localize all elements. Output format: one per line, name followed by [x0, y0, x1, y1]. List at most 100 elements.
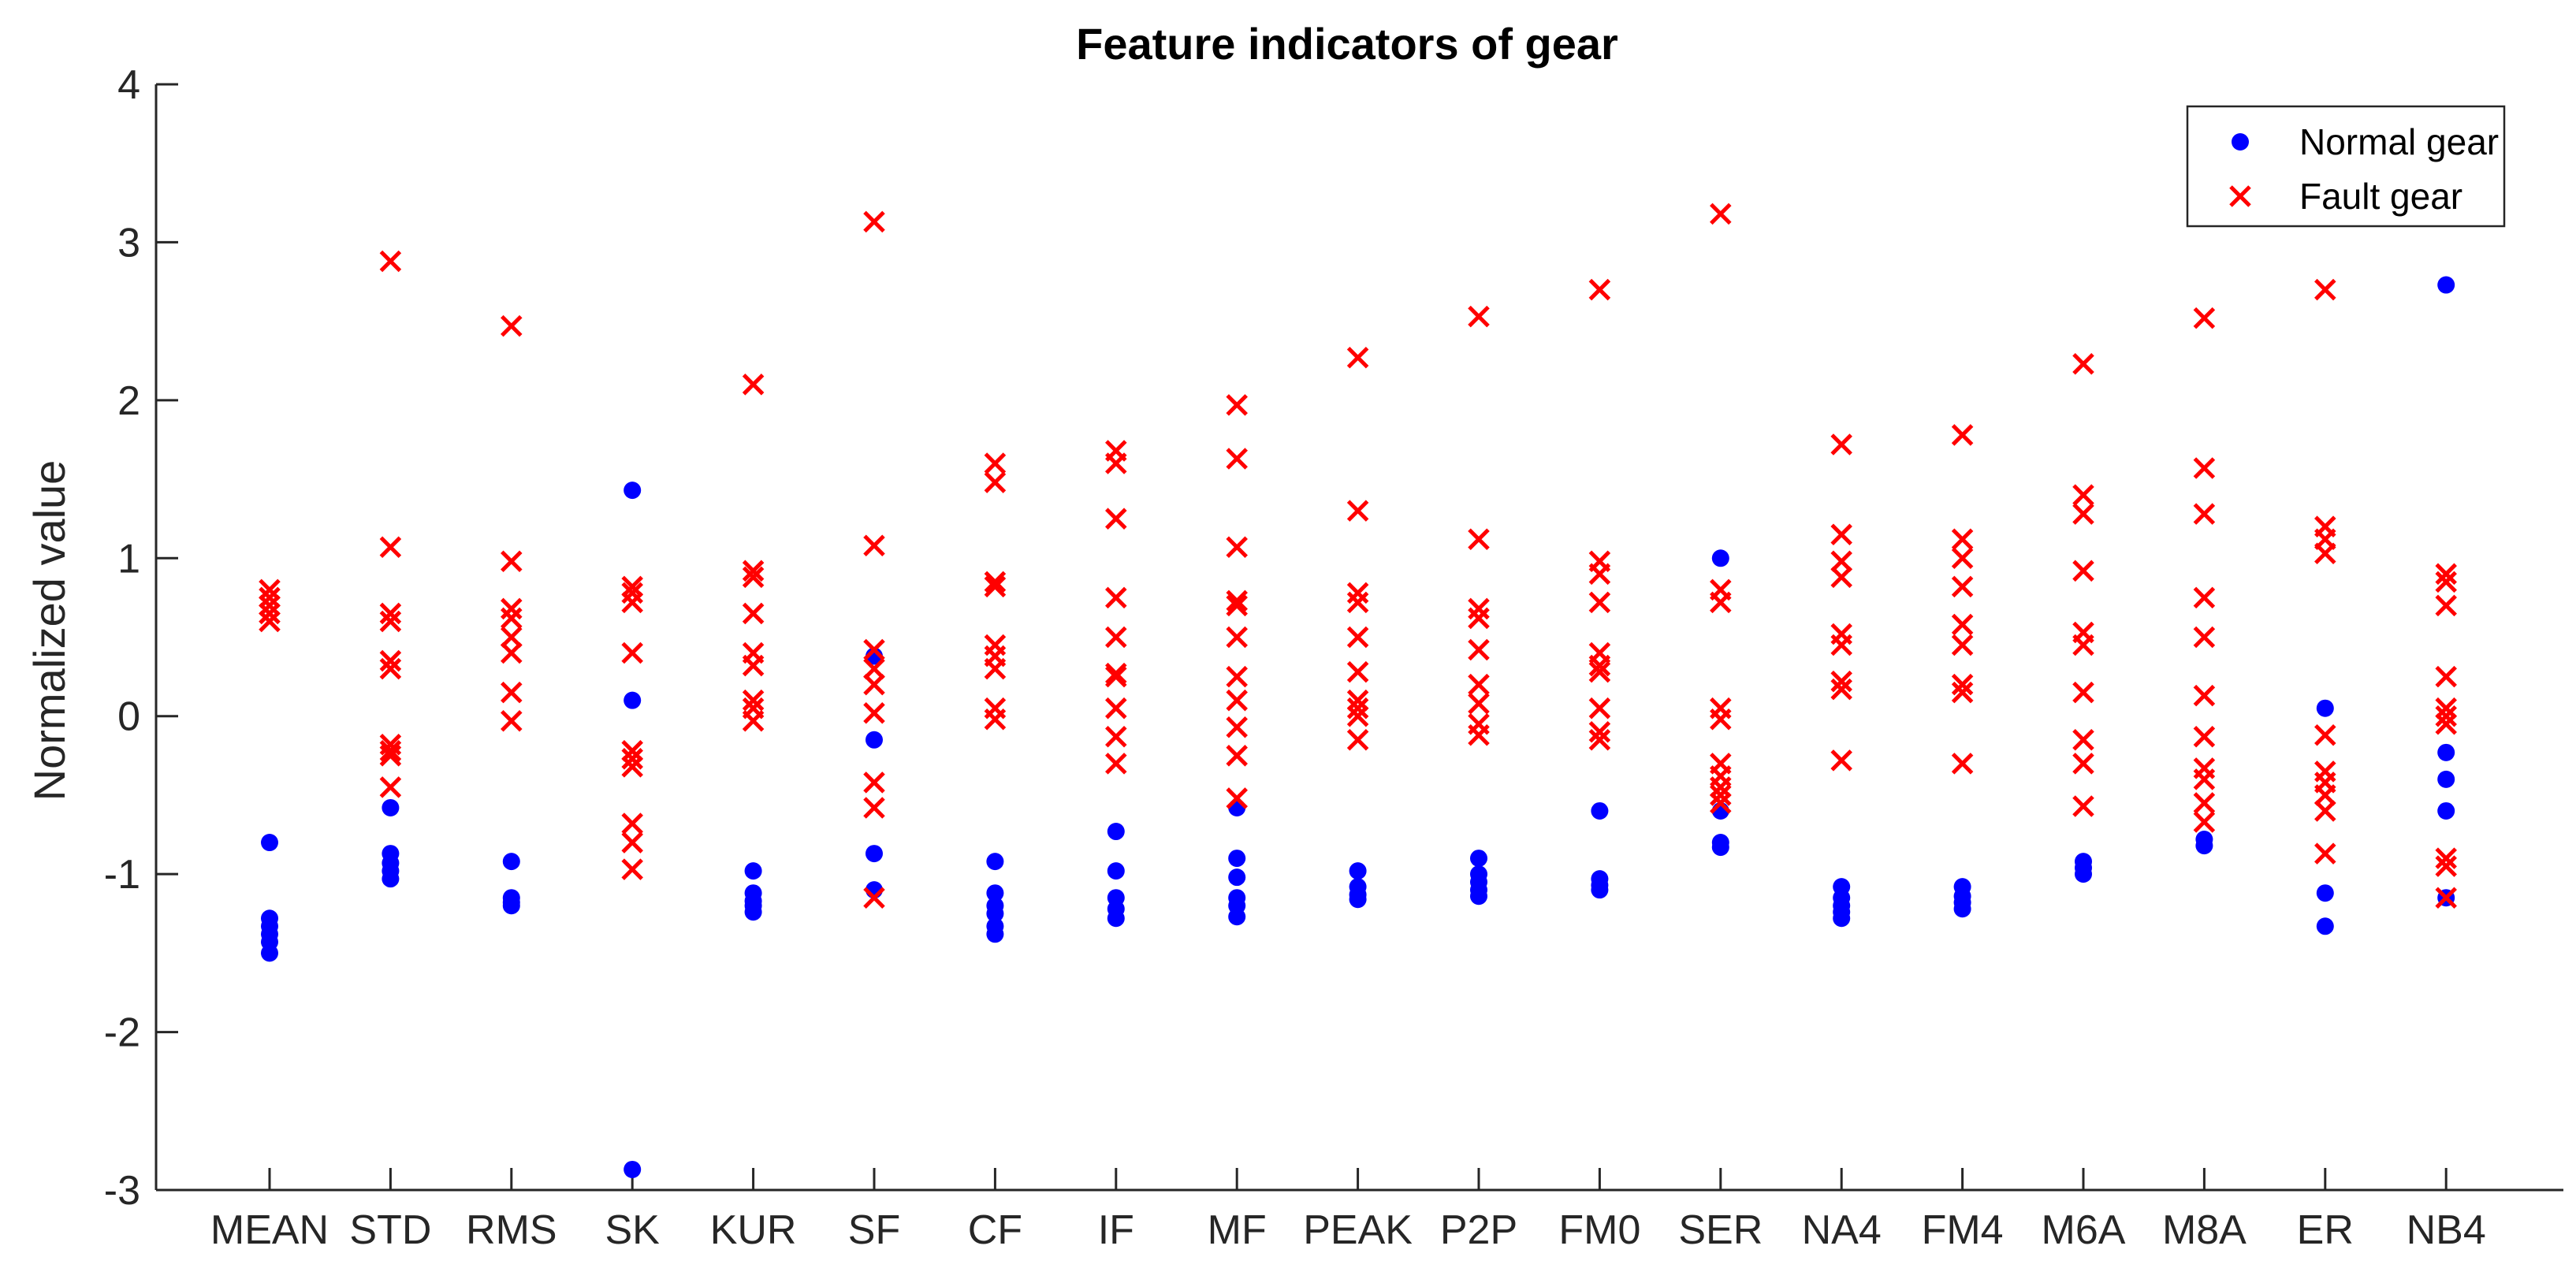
- x-marker-stroke: [1346, 582, 1369, 604]
- fault-gear-point: [501, 709, 523, 732]
- x-marker-stroke: [1226, 394, 1248, 416]
- fault-gear-point: [1588, 591, 1611, 614]
- fault-gear-point: [2193, 792, 2216, 814]
- fault-gear-point: [742, 689, 765, 712]
- x-marker-stroke: [379, 536, 402, 559]
- x-marker-stroke: [1468, 528, 1490, 551]
- x-marker-stroke: [1105, 452, 1127, 474]
- x-marker-stroke: [984, 471, 1007, 493]
- x-tick-label: SF: [848, 1207, 900, 1253]
- fault-gear-point: [2435, 712, 2457, 735]
- y-tick-label: -3: [104, 1168, 140, 1214]
- x-marker-stroke: [379, 657, 402, 680]
- fault-gear-point: [1346, 697, 1369, 720]
- fault-gear-point: [1226, 665, 1248, 688]
- fault-gear-point: [984, 571, 1007, 593]
- x-marker-stroke: [1830, 634, 1852, 656]
- x-marker-stroke: [1468, 607, 1490, 630]
- fault-gear-point: [2435, 563, 2457, 586]
- fault-gear-point: [2193, 684, 2216, 707]
- fault-gear-point: [1468, 528, 1490, 551]
- normal-gear-point: [382, 798, 400, 816]
- normal-gear-point: [2437, 276, 2455, 294]
- x-marker-stroke: [2072, 795, 2094, 817]
- x-marker-stroke: [2193, 457, 2216, 479]
- x-marker-stroke: [501, 597, 523, 620]
- x-marker-stroke: [2314, 723, 2336, 746]
- fault-gear-point: [1951, 681, 1974, 704]
- fault-gear-point: [1830, 678, 1852, 701]
- x-marker-stroke: [1710, 792, 1732, 814]
- fault-gear-point: [1830, 566, 1852, 589]
- x-marker-stroke: [863, 887, 885, 909]
- fault-gear-point: [863, 534, 885, 557]
- fault-gear-point: [2193, 626, 2216, 649]
- x-tick-label: SK: [605, 1207, 661, 1253]
- fault-gear-point: [1830, 550, 1852, 573]
- fault-gear-point: [1468, 305, 1490, 328]
- x-marker-stroke: [1710, 708, 1732, 731]
- y-tick-label: 2: [117, 378, 140, 424]
- x-marker-stroke: [1105, 662, 1127, 685]
- fault-gear-point: [259, 578, 281, 601]
- axes: [154, 84, 2563, 1192]
- fault-gear-point: [1346, 705, 1369, 727]
- normal-gear-point: [624, 1160, 642, 1178]
- fault-gear-point: [1105, 452, 1127, 474]
- x-marker-stroke: [379, 250, 402, 273]
- x-marker-stroke: [2072, 753, 2094, 775]
- fault-gear-point: [1951, 753, 1974, 775]
- x-marker-stroke: [1105, 726, 1127, 748]
- fault-gear-point: [501, 681, 523, 704]
- x-marker-stroke: [1588, 654, 1611, 677]
- x-marker-stroke: [2314, 278, 2336, 301]
- fault-gear-point: [1468, 692, 1490, 715]
- x-tick-label: SER: [1678, 1207, 1763, 1253]
- normal-gear-point: [502, 897, 520, 915]
- normal-gear-point: [1349, 891, 1367, 909]
- x-marker-stroke: [1105, 586, 1127, 609]
- x-marker-stroke: [742, 689, 765, 712]
- fault-gear-point: [2314, 800, 2336, 822]
- fault-gear-point: [1346, 591, 1369, 614]
- fault-gear-point: [1105, 665, 1127, 688]
- x-tick-label: M6A: [2042, 1207, 2126, 1253]
- fault-gear-point: [984, 657, 1007, 680]
- normal-gear-point: [2316, 884, 2334, 902]
- fault-gear-point: [2435, 697, 2457, 720]
- x-marker-stroke: [501, 642, 523, 664]
- x-marker-stroke: [2435, 855, 2457, 877]
- x-marker-stroke: [621, 756, 643, 778]
- fault-gear-point: [1346, 689, 1369, 712]
- y-ticks: -3 -2 -1 0 1 2 3 4: [104, 62, 178, 1214]
- normal-gear-point: [865, 731, 883, 749]
- fault-gear-point: [621, 831, 643, 853]
- x-marker-stroke: [2314, 542, 2336, 565]
- fault-gear-point: [501, 607, 523, 630]
- x-marker-stroke: [1710, 784, 1732, 806]
- x-marker-stroke: [621, 642, 643, 664]
- normal-gear-point: [1228, 908, 1246, 926]
- fault-gear-point: [1468, 723, 1490, 746]
- x-tick-label: ER: [2297, 1207, 2354, 1253]
- fault-gear-point: [1830, 523, 1852, 545]
- x-marker-stroke: [1105, 626, 1127, 649]
- x-marker-stroke: [621, 858, 643, 880]
- fault-gear-point: [1226, 594, 1248, 617]
- fault-gear-point: [1346, 346, 1369, 369]
- fault-gear-point: [1105, 662, 1127, 685]
- x-tick-label: STD: [349, 1207, 431, 1253]
- fault-gear-point: [2072, 795, 2094, 817]
- fault-gear-point: [984, 575, 1007, 598]
- fault-gear-point: [259, 594, 281, 617]
- x-marker-stroke: [2435, 594, 2457, 617]
- fault-gear-point: [2435, 594, 2457, 617]
- x-marker-stroke: [1346, 346, 1369, 369]
- fault-gear-point: [1346, 729, 1369, 751]
- fault-gear-point: [2435, 847, 2457, 869]
- fault-gear-point: [621, 582, 643, 604]
- fault-gear-point: [1588, 729, 1611, 751]
- normal-gear-point: [2316, 699, 2334, 717]
- legend: Normal gear Fault gear: [2186, 105, 2506, 228]
- normal-gear-point: [1228, 868, 1246, 887]
